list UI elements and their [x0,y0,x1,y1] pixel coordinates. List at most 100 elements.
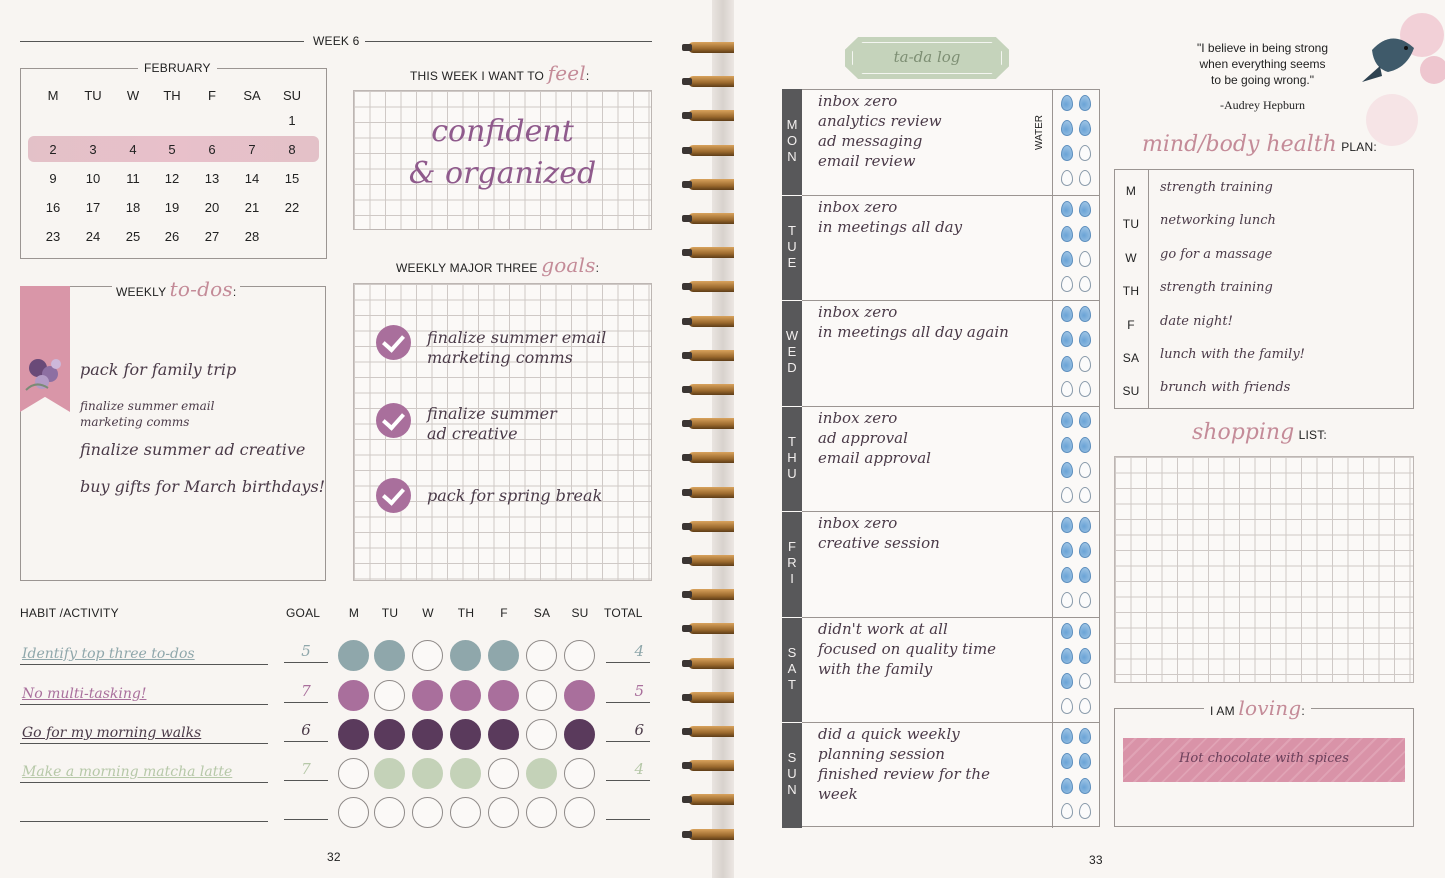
goal-check-icon[interactable] [376,325,411,360]
habit-day-circle[interactable] [450,640,481,671]
water-drop-icon[interactable] [1079,436,1091,453]
calendar-day[interactable]: 18 [125,200,141,215]
calendar-day[interactable]: 25 [125,229,141,244]
water-drop-icon[interactable] [1061,356,1073,372]
water-drop-icon[interactable] [1079,753,1091,769]
water-drop-icon[interactable] [1061,145,1073,161]
habit-goal[interactable]: 6 [301,721,311,739]
calendar-day[interactable]: 23 [45,229,61,244]
habit-day-circle[interactable] [412,719,443,750]
goal-check-icon[interactable] [376,403,411,438]
water-drop-icon[interactable] [1061,381,1073,397]
habit-day-circle[interactable] [450,680,481,711]
water-drop-icon[interactable] [1079,170,1091,186]
habit-day-circle[interactable] [412,680,443,711]
water-drop-icon[interactable] [1061,225,1073,242]
water-drop-icon[interactable] [1061,306,1073,322]
habit-day-circle[interactable] [374,719,405,750]
water-drop-icon[interactable] [1079,200,1091,217]
water-drop-icon[interactable] [1061,170,1073,186]
calendar-day[interactable]: 5 [168,142,176,157]
water-drop-icon[interactable] [1079,697,1091,714]
habit-day-circle[interactable] [374,640,405,671]
calendar-day[interactable]: 28 [244,229,260,244]
water-drop-icon[interactable] [1079,647,1091,664]
calendar-day[interactable]: 2 [49,142,57,157]
water-drop-icon[interactable] [1079,803,1091,819]
habit-day-circle[interactable] [526,797,557,828]
calendar-day[interactable]: 12 [164,171,180,186]
habit-goal[interactable]: 5 [301,642,311,660]
habit-goal[interactable]: 7 [301,760,311,778]
habit-day-circle[interactable] [564,758,595,789]
calendar-day[interactable]: 26 [164,229,180,244]
habit-day-circle[interactable] [564,797,595,828]
habit-day-circle[interactable] [374,680,405,711]
goal-check-icon[interactable] [376,478,411,513]
calendar-day[interactable]: 17 [85,200,101,215]
water-drop-icon[interactable] [1061,622,1073,639]
water-drop-icon[interactable] [1061,411,1073,428]
water-drop-icon[interactable] [1079,306,1091,322]
calendar-day[interactable]: 6 [208,142,216,157]
habit-day-circle[interactable] [374,797,405,828]
water-drop-icon[interactable] [1079,542,1091,558]
calendar-day[interactable]: 8 [288,142,296,157]
water-drop-icon[interactable] [1061,120,1073,136]
calendar-day[interactable]: 3 [89,142,97,157]
calendar-day[interactable]: 20 [204,200,220,215]
water-drop-icon[interactable] [1079,622,1091,639]
water-drop-icon[interactable] [1061,697,1073,714]
water-drop-icon[interactable] [1079,250,1091,267]
water-drop-icon[interactable] [1079,275,1091,292]
water-drop-icon[interactable] [1079,225,1091,242]
water-drop-icon[interactable] [1061,753,1073,769]
calendar-day[interactable]: 15 [284,171,300,186]
water-drop-icon[interactable] [1061,672,1073,689]
calendar-day[interactable]: 13 [204,171,220,186]
water-drop-icon[interactable] [1061,728,1073,744]
calendar-day[interactable]: 1 [288,113,296,128]
water-drop-icon[interactable] [1079,728,1091,744]
water-drop-icon[interactable] [1079,331,1091,347]
habit-day-circle[interactable] [450,797,481,828]
water-drop-icon[interactable] [1061,275,1073,292]
water-drop-icon[interactable] [1061,567,1073,583]
water-drop-icon[interactable] [1079,145,1091,161]
habit-day-circle[interactable] [338,758,369,789]
habit-day-circle[interactable] [338,680,369,711]
habit-day-circle[interactable] [526,680,557,711]
habit-day-circle[interactable] [564,719,595,750]
habit-goal[interactable]: 7 [301,682,311,700]
calendar-day[interactable]: 19 [164,200,180,215]
habit-day-circle[interactable] [338,797,369,828]
water-drop-icon[interactable] [1079,461,1091,478]
water-drop-icon[interactable] [1079,672,1091,689]
calendar-day[interactable]: 24 [85,229,101,244]
habit-day-circle[interactable] [338,640,369,671]
habit-day-circle[interactable] [488,719,519,750]
habit-day-circle[interactable] [488,680,519,711]
habit-day-circle[interactable] [412,797,443,828]
habit-day-circle[interactable] [526,640,557,671]
habit-day-circle[interactable] [338,719,369,750]
water-drop-icon[interactable] [1079,381,1091,397]
habit-day-circle[interactable] [488,758,519,789]
water-drop-icon[interactable] [1079,411,1091,428]
water-drop-icon[interactable] [1061,517,1073,533]
habit-day-circle[interactable] [412,640,443,671]
calendar-day[interactable]: 10 [85,171,101,186]
habit-day-circle[interactable] [450,758,481,789]
water-drop-icon[interactable] [1061,250,1073,267]
water-drop-icon[interactable] [1079,356,1091,372]
water-drop-icon[interactable] [1079,778,1091,794]
habit-day-circle[interactable] [526,719,557,750]
water-drop-icon[interactable] [1061,200,1073,217]
habit-day-circle[interactable] [564,640,595,671]
calendar-day[interactable]: 16 [45,200,61,215]
water-drop-icon[interactable] [1079,517,1091,533]
water-drop-icon[interactable] [1061,461,1073,478]
water-drop-icon[interactable] [1061,803,1073,819]
calendar-day[interactable]: 22 [284,200,300,215]
water-drop-icon[interactable] [1061,542,1073,558]
